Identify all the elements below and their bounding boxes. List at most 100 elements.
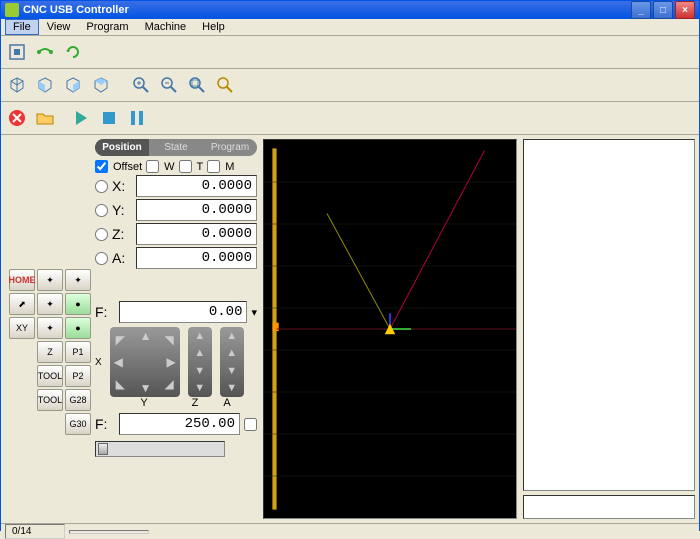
stop-icon[interactable] [97,106,121,130]
feed2-label: F: [95,416,119,432]
z-radio[interactable] [95,228,108,241]
tool-machine-icon[interactable] [5,40,29,64]
offset-label: Offset [113,161,142,173]
tab-position[interactable]: Position [95,139,149,156]
titlebar: CNC USB Controller _ □ × [1,1,699,19]
maximize-button[interactable]: □ [653,1,673,19]
side-btn-2[interactable]: ✦ [65,269,91,291]
jog-z-pad[interactable]: ▲▲▼▼ [188,327,212,397]
y-radio[interactable] [95,204,108,217]
side-btn-3[interactable]: ⬈ [9,293,35,315]
feed-slider[interactable] [95,441,225,457]
pause-icon[interactable] [125,106,149,130]
menubar: File View Program Machine Help [1,19,699,36]
play-icon[interactable] [69,106,93,130]
side-p1-button[interactable]: P1 [65,341,91,363]
minimize-button[interactable]: _ [631,1,651,19]
menu-machine[interactable]: Machine [137,19,195,35]
jog-panel: X ▲ ▼ ◀ ▶ ◤ ◥ ◣ ◢ ▲▲▼▼ ▲▲▼▼ [95,327,257,397]
t-checkbox[interactable] [179,160,192,173]
tab-program[interactable]: Program [203,139,257,156]
side-xy-button[interactable]: XY [9,317,35,339]
m-label: M [225,161,234,173]
view-top-icon[interactable] [89,73,113,97]
side-btn-1[interactable]: ✦ [37,269,63,291]
a-radio[interactable] [95,252,108,265]
feed2-panel: F:250.00 [95,413,257,439]
panel-tabs: Position State Program [95,139,257,156]
a-value[interactable]: 0.0000 [136,247,257,269]
feed1-value[interactable]: 0.00 [119,301,247,323]
side-buttons: HOME ✦ ✦ ⬈ ✦ ● XY ✦ ● Z P1 TOOL P2 TOOL … [9,269,91,435]
command-input[interactable] [523,495,695,519]
feed2-value[interactable]: 250.00 [119,413,240,435]
status-seg-2 [69,530,149,534]
app-icon [5,3,19,17]
feed1-label: F: [95,304,119,320]
side-tool1-button[interactable]: TOOL [37,365,63,387]
menu-view[interactable]: View [39,19,79,35]
jog-z-label: Z [179,397,211,409]
x-value[interactable]: 0.0000 [136,175,257,197]
jog-a-label: A [211,397,243,409]
feed-panel: F:0.00 ▾ [95,301,257,327]
home-button[interactable]: HOME [9,269,35,291]
x-radio[interactable] [95,180,108,193]
zoom-fit-icon[interactable] [185,73,209,97]
side-tool2-button[interactable]: TOOL [37,389,63,411]
jog-y-label: Y [109,397,179,409]
tab-state[interactable]: State [149,139,203,156]
view-side-icon[interactable] [61,73,85,97]
view-iso-icon[interactable] [5,73,29,97]
status-position: 0/14 [5,524,65,539]
x-axis-label: X: [112,178,136,194]
jog-a-pad[interactable]: ▲▲▼▼ [220,327,244,397]
side-g30-button[interactable]: G30 [65,413,91,435]
side-z-button[interactable]: Z [37,341,63,363]
w-label: W [164,161,174,173]
close-button[interactable]: × [675,1,695,19]
gcode-list[interactable] [523,139,695,491]
estop-icon[interactable] [5,106,29,130]
offset-checkbox[interactable] [95,160,108,173]
coords-panel: X:0.0000 Y:0.0000 Z:0.0000 A:0.0000 [95,175,257,271]
toolbar-3 [1,102,699,135]
statusbar: 0/14 [1,523,699,539]
y-axis-label: Y: [112,202,136,218]
right-panel [519,135,699,523]
a-axis-label: A: [112,250,136,266]
z-value[interactable]: 0.0000 [136,223,257,245]
open-icon[interactable] [33,106,57,130]
window-title: CNC USB Controller [23,4,129,16]
toolbar-2 [1,69,699,102]
feed1-dropdown-icon[interactable]: ▾ [251,306,257,319]
side-btn-5[interactable]: ● [65,293,91,315]
menu-help[interactable]: Help [194,19,233,35]
3d-viewport[interactable] [263,139,517,519]
tool-connect-icon[interactable] [33,40,57,64]
viewport-column [261,135,519,523]
m-checkbox[interactable] [207,160,220,173]
jog-xy-pad[interactable]: ▲ ▼ ◀ ▶ ◤ ◥ ◣ ◢ [110,327,180,397]
y-value[interactable]: 0.0000 [136,199,257,221]
option-bar: Offset W T M [95,160,257,173]
jog-x-label: X [95,357,102,368]
t-label: T [197,161,204,173]
feed2-checkbox[interactable] [244,418,257,431]
jog-axis-labels: Y Z A [95,397,257,409]
toolbar-1 [1,36,699,69]
tool-refresh-icon[interactable] [61,40,85,64]
view-front-icon[interactable] [33,73,57,97]
menu-file[interactable]: File [5,19,39,35]
side-p2-button[interactable]: P2 [65,365,91,387]
menu-program[interactable]: Program [78,19,136,35]
side-g28-button[interactable]: G28 [65,389,91,411]
slider-thumb[interactable] [98,443,108,455]
zoom-window-icon[interactable] [213,73,237,97]
zoom-in-icon[interactable] [129,73,153,97]
w-checkbox[interactable] [146,160,159,173]
side-btn-7[interactable]: ● [65,317,91,339]
zoom-out-icon[interactable] [157,73,181,97]
side-btn-6[interactable]: ✦ [37,317,63,339]
side-btn-4[interactable]: ✦ [37,293,63,315]
